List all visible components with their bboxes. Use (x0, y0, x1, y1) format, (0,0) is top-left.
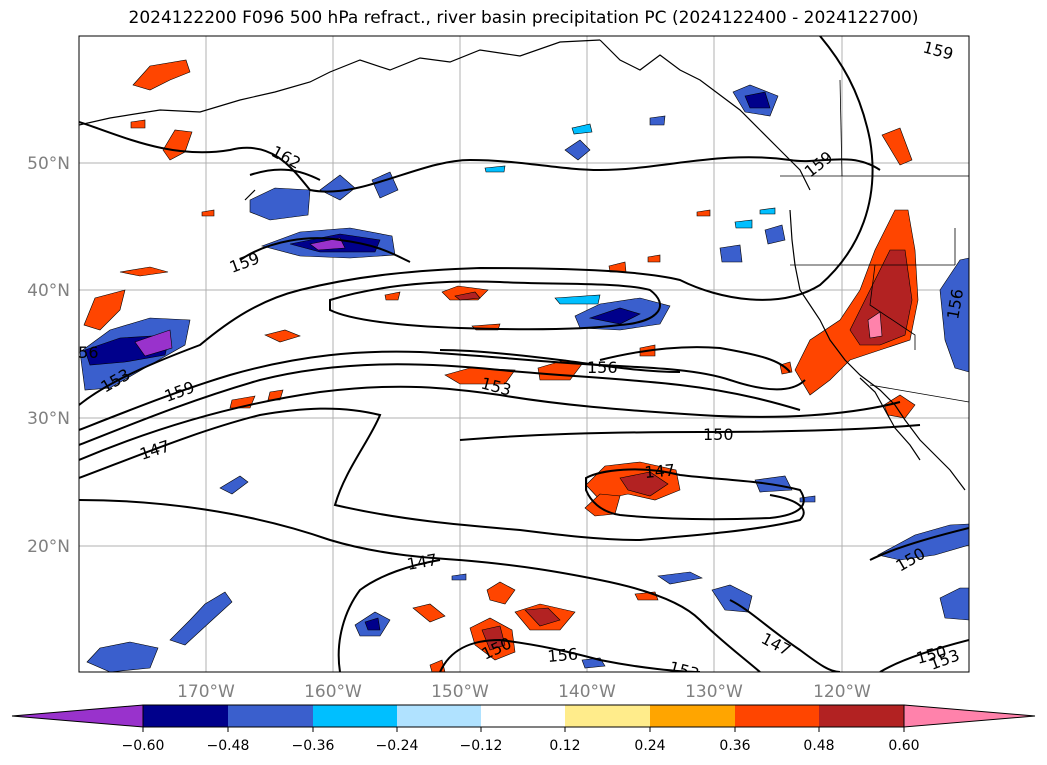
colorbar-tick: 0.12 (549, 738, 580, 754)
colorbar-swatch (397, 705, 481, 727)
lat-label-20n: 20°N (27, 537, 70, 557)
colorbar-swatch (481, 705, 565, 727)
refractivity-contours (79, 36, 969, 672)
coastlines (79, 39, 966, 491)
colorbar-swatch (650, 705, 735, 727)
lon-label-170w: 170°W (177, 682, 235, 702)
colorbar-tick: −0.12 (460, 738, 503, 754)
lat-label-30n: 30°N (27, 409, 70, 429)
colorbar-extend-high (903, 704, 1036, 728)
colorbar-swatch (735, 705, 819, 727)
colorbar-tick: −0.48 (207, 738, 250, 754)
contour-labels: 159 162 159 159 156 153 159 147 153 156 … (68, 38, 967, 672)
lon-label-130w: 130°W (685, 682, 743, 702)
lat-labels: 50°N 40°N 30°N 20°N (27, 154, 70, 557)
colorbar-tick: −0.36 (292, 738, 335, 754)
colorbar-tick: −0.60 (122, 738, 165, 754)
map-frame (78, 35, 970, 673)
contour-label: 150 (703, 425, 734, 444)
contour-label: 147 (644, 460, 676, 482)
colorbar-swatch (313, 705, 397, 727)
colorbar-tick: 0.36 (719, 738, 750, 754)
lon-labels: 170°W 160°W 150°W 140°W 130°W 120°W (177, 682, 871, 702)
lon-label-150w: 150°W (431, 682, 489, 702)
lon-label-140w: 140°W (558, 682, 616, 702)
colorbar-swatch (143, 705, 228, 727)
lat-label-40n: 40°N (27, 281, 70, 301)
colorbar: −0.60 −0.48 −0.36 −0.24 −0.12 0.12 0.24 … (11, 704, 1036, 754)
contour-label: 156 (547, 644, 579, 666)
colorbar-tick: 0.60 (888, 738, 919, 754)
contour-label: 156 (587, 358, 618, 377)
lat-label-50n: 50°N (27, 154, 70, 174)
contour-label: 156 (68, 343, 99, 362)
colorbar-swatch (565, 705, 650, 727)
map-title: 2024122200 F096 500 hPa refract., river … (128, 8, 919, 28)
colorbar-tick: 0.24 (634, 738, 665, 754)
lon-label-120w: 120°W (813, 682, 871, 702)
colorbar-extend-low (11, 704, 144, 728)
colorbar-tick: 0.48 (803, 738, 834, 754)
colorbar-tick: −0.24 (376, 738, 419, 754)
lon-label-160w: 160°W (304, 682, 362, 702)
colorbar-swatch (228, 705, 313, 727)
colorbar-swatch (819, 705, 904, 727)
